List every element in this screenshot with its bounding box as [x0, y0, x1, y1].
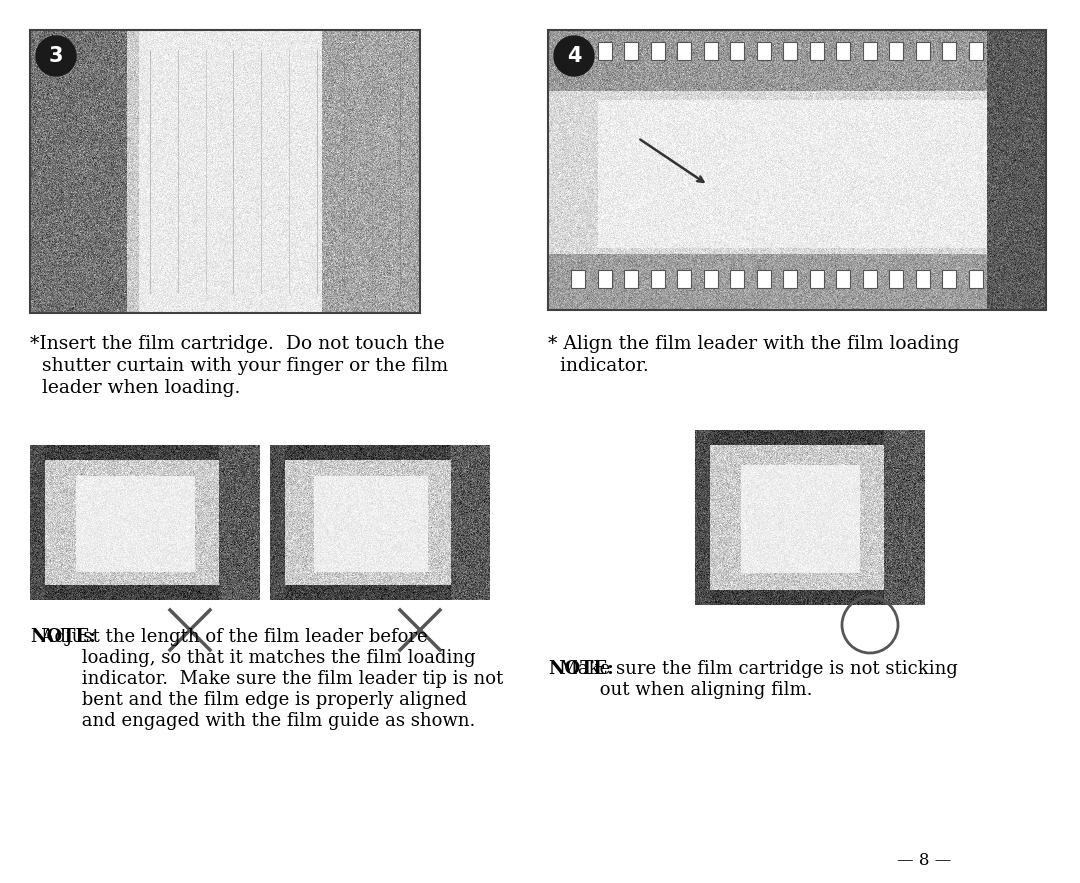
Bar: [863, 42, 877, 60]
Bar: [836, 270, 850, 288]
Bar: [548, 30, 1047, 310]
Text: indicator.  Make sure the film leader tip is not: indicator. Make sure the film leader tip…: [30, 670, 503, 688]
Bar: [969, 270, 983, 288]
Bar: [624, 42, 638, 60]
Text: *Insert the film cartridge.  Do not touch the: *Insert the film cartridge. Do not touch…: [30, 335, 445, 353]
Text: and engaged with the film guide as shown.: and engaged with the film guide as shown…: [30, 712, 475, 730]
Bar: [916, 270, 930, 288]
Circle shape: [36, 36, 76, 76]
Text: indicator.: indicator.: [548, 357, 649, 375]
Bar: [704, 270, 718, 288]
Bar: [30, 30, 420, 313]
Bar: [730, 42, 744, 60]
Bar: [943, 270, 957, 288]
Bar: [783, 270, 797, 288]
Bar: [597, 270, 611, 288]
Text: Adjust the length of the film leader before: Adjust the length of the film leader bef…: [30, 628, 428, 646]
Bar: [650, 270, 664, 288]
Bar: [757, 42, 771, 60]
Bar: [624, 270, 638, 288]
Text: 3: 3: [49, 46, 64, 66]
Text: * Align the film leader with the film loading: * Align the film leader with the film lo…: [548, 335, 959, 353]
Text: shutter curtain with your finger or the film: shutter curtain with your finger or the …: [30, 357, 448, 375]
Text: NOTE:: NOTE:: [548, 660, 613, 678]
Bar: [836, 42, 850, 60]
Bar: [810, 42, 824, 60]
Bar: [916, 42, 930, 60]
Bar: [890, 270, 903, 288]
Bar: [571, 42, 585, 60]
Bar: [704, 42, 718, 60]
Text: 4: 4: [567, 46, 581, 66]
Circle shape: [554, 36, 594, 76]
Text: out when aligning film.: out when aligning film.: [548, 681, 812, 699]
Bar: [890, 42, 903, 60]
Bar: [757, 270, 771, 288]
Text: bent and the film edge is properly aligned: bent and the film edge is properly align…: [30, 691, 467, 709]
Bar: [677, 42, 691, 60]
Bar: [810, 270, 824, 288]
Bar: [783, 42, 797, 60]
Bar: [597, 42, 611, 60]
Bar: [650, 42, 664, 60]
Text: Make sure the film cartridge is not sticking: Make sure the film cartridge is not stic…: [548, 660, 958, 678]
Bar: [969, 42, 983, 60]
Bar: [943, 42, 957, 60]
Bar: [730, 270, 744, 288]
Bar: [677, 270, 691, 288]
Bar: [863, 270, 877, 288]
Text: NOTE:: NOTE:: [30, 628, 96, 646]
Bar: [571, 270, 585, 288]
Text: — 8 —: — 8 —: [896, 852, 951, 869]
Text: loading, so that it matches the film loading: loading, so that it matches the film loa…: [30, 649, 475, 667]
Text: leader when loading.: leader when loading.: [30, 379, 241, 397]
